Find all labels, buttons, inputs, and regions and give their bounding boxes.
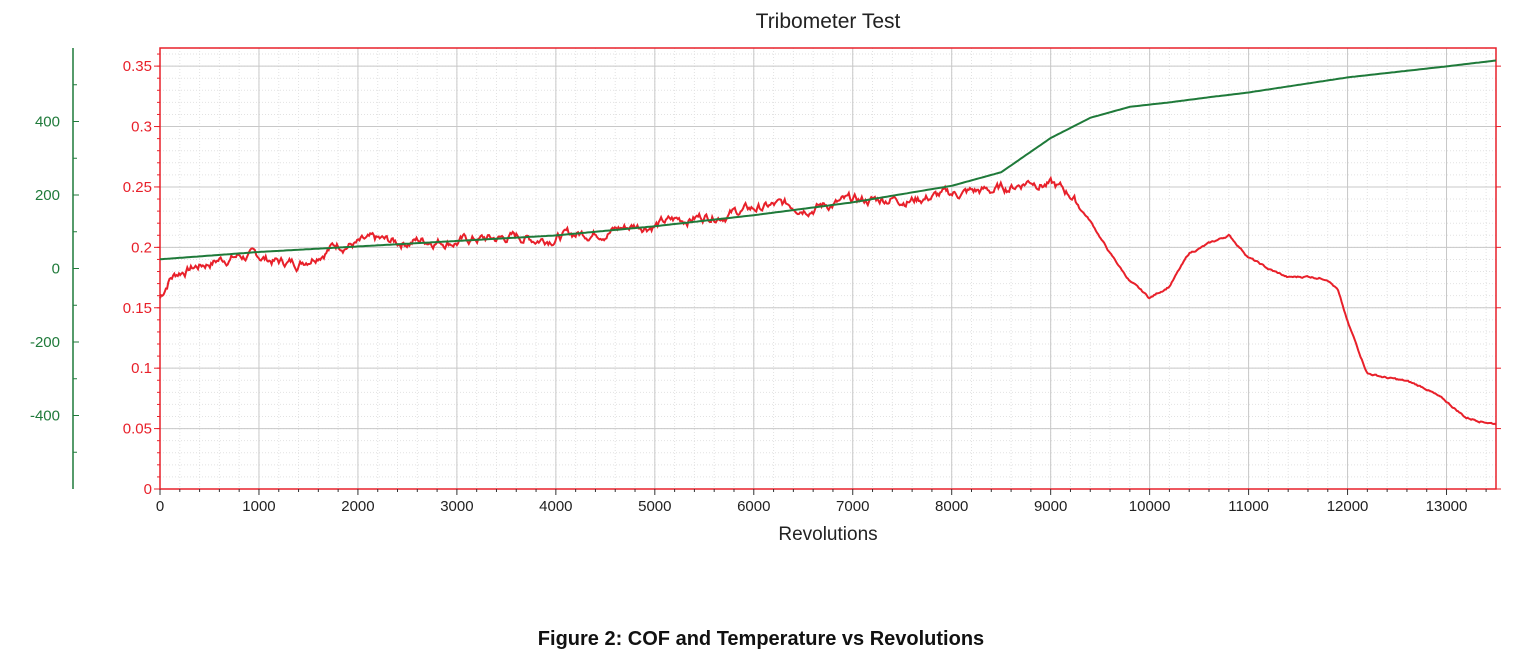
temperature-tick-label: -200	[30, 334, 60, 351]
x-tick-label: 3000	[440, 498, 473, 515]
chart-title: Tribometer Test	[756, 10, 901, 33]
cof-axis-ticks: 0 0.05 0.1 0.15 0.2 0.25 0.3 0.35	[123, 53, 1501, 498]
x-tick-label: 8000	[935, 498, 968, 515]
x-tick-label: 10000	[1129, 498, 1171, 515]
x-tick-label: 12000	[1327, 498, 1369, 515]
x-tick-label: 1000	[242, 498, 275, 515]
major-grid	[159, 48, 1496, 490]
cof-tick-label: 0.1	[131, 360, 152, 377]
temperature-tick-label: 0	[52, 261, 60, 278]
temperature-tick-label: 200	[35, 187, 60, 204]
cof-tick-label: 0.15	[123, 300, 152, 317]
series-cof-line	[159, 175, 1497, 426]
figure-caption: Figure 2: COF and Temperature vs Revolut…	[537, 628, 985, 650]
x-tick-label: 4000	[539, 498, 572, 515]
x-tick-label: 9000	[1034, 498, 1067, 515]
temperature-axis-ticks: -400 -200 0 200 400	[30, 84, 79, 453]
series-temperature-line	[159, 59, 1497, 261]
cof-tick-label: 0.25	[123, 179, 152, 196]
cof-tick-label: 0.3	[131, 119, 152, 136]
temperature-tick-label: 400	[35, 114, 60, 131]
x-axis-label: Revolutions	[778, 524, 877, 545]
x-tick-label: 0	[156, 498, 164, 515]
x-tick-label: 11000	[1228, 498, 1269, 515]
x-axis-ticks: 0 1000 2000 3000 4000 5000 6000 7000 8000 9000 100…	[156, 489, 1487, 515]
x-tick-label: 6000	[737, 498, 770, 515]
cof-tick-label: 0.2	[131, 239, 152, 256]
x-tick-label: 7000	[836, 498, 869, 515]
x-tick-label: 13000	[1426, 498, 1468, 515]
cof-tick-label: 0.05	[123, 421, 152, 438]
x-tick-label: 2000	[341, 498, 374, 515]
temperature-tick-label: -400	[30, 408, 60, 425]
plot-area	[159, 47, 1497, 490]
x-tick-label: 5000	[638, 498, 671, 515]
minor-grid	[159, 48, 1496, 490]
cof-tick-label: 0	[144, 481, 152, 498]
cof-tick-label: 0.35	[123, 58, 152, 75]
